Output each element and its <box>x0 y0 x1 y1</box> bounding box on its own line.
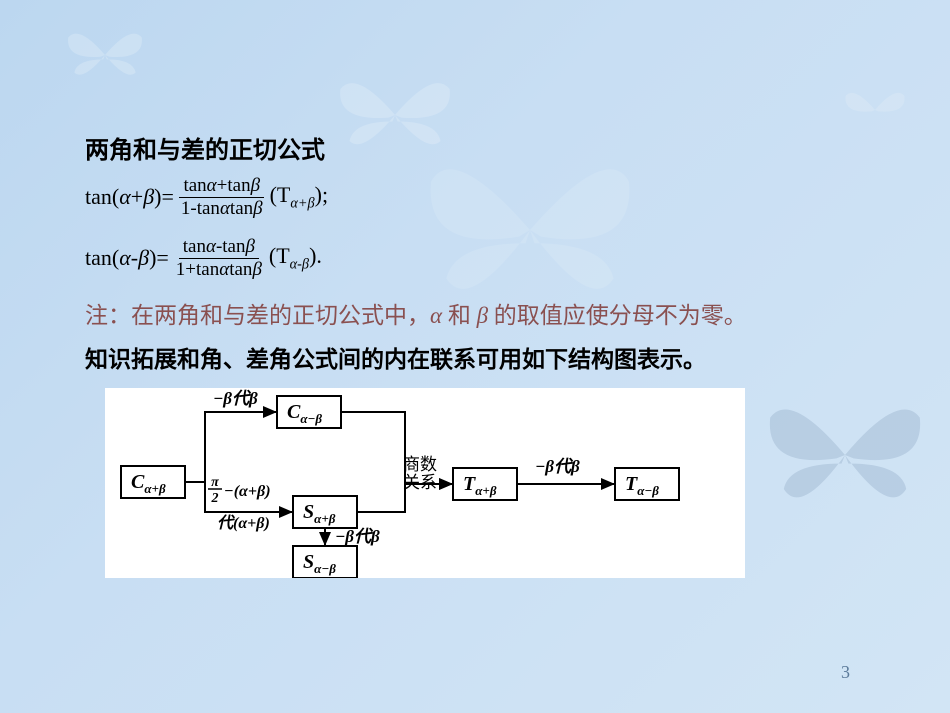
formula-lhs: tan(α+β)= <box>85 184 174 210</box>
formula-fraction: tanα-tanβ 1+tanαtanβ <box>172 236 266 281</box>
svg-text:关系: 关系 <box>403 473 437 492</box>
svg-text:π: π <box>211 475 219 490</box>
svg-text:−β代β: −β代β <box>213 389 258 408</box>
svg-text:代(α+β): 代(α+β) <box>217 514 270 532</box>
formula-tan-sum: tan(α+β)= tanα+tanβ 1-tanαtanβ (Tα+β); <box>85 175 885 220</box>
svg-text:−(α+β): −(α+β) <box>224 483 271 500</box>
formula-tan-diff: tan(α-β)= tanα-tanβ 1+tanαtanβ (Tα-β). <box>85 236 885 281</box>
svg-text:商数: 商数 <box>403 455 437 474</box>
slide-content: 两角和与差的正切公式 tan(α+β)= tanα+tanβ 1-tanαtan… <box>85 130 885 578</box>
page-number: 3 <box>841 662 850 683</box>
formula-fraction: tanα+tanβ 1-tanαtanβ <box>177 175 267 220</box>
svg-text:−β代β: −β代β <box>535 457 580 476</box>
structure-diagram: −β代β−β代β商数关系−β代βCα+βCα−βSα+βSα−βTα+βTα−β… <box>105 388 745 578</box>
section-title: 两角和与差的正切公式 <box>85 130 885 165</box>
knowledge-expand-title: 知识拓展和角、差角公式间的内在联系可用如下结构图表示。 <box>85 340 885 374</box>
formula-label: (Tα+β); <box>270 182 329 212</box>
butterfly-decoration <box>60 20 150 90</box>
formula-label: (Tα-β). <box>269 243 322 273</box>
note-text: 注：在两角和与差的正切公式中，α 和 β 的取值应使分母不为零。 <box>85 296 885 330</box>
svg-text:−β代β: −β代β <box>335 527 380 546</box>
svg-text:2: 2 <box>211 491 219 506</box>
formula-lhs: tan(α-β)= <box>85 245 169 271</box>
